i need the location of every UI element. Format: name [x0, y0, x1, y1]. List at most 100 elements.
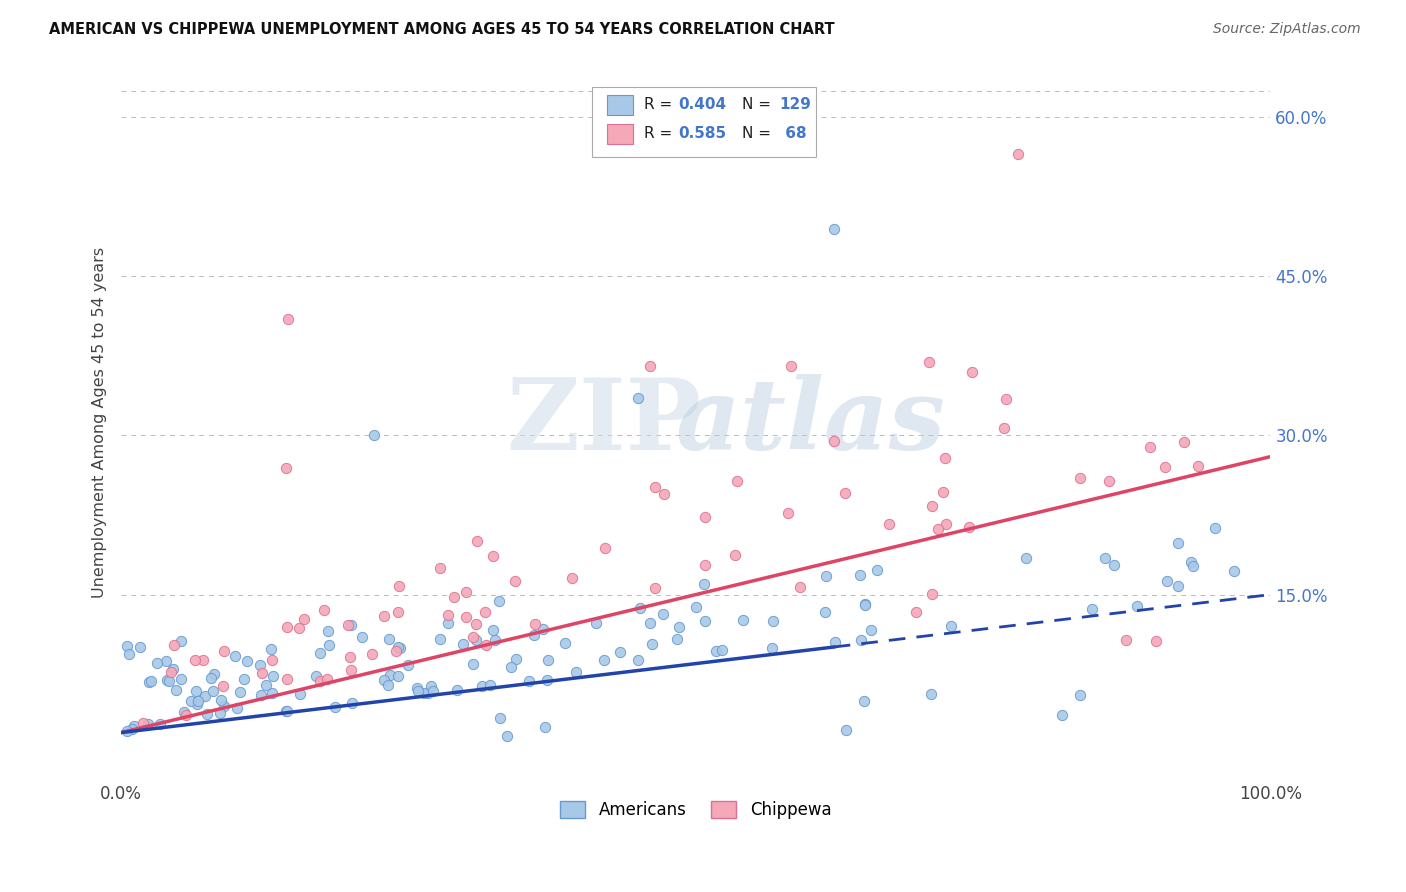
Point [184, 653, 207, 667]
Point [214, 698, 236, 713]
Point [202, 667, 225, 681]
Point [224, 648, 246, 663]
Point [960, 365, 983, 379]
Point [454, 584, 477, 599]
Point [413, 686, 436, 700]
Point [288, 687, 311, 701]
Point [429, 632, 451, 646]
Point [918, 355, 941, 369]
Point [1015, 550, 1038, 565]
Text: Source: ZipAtlas.com: Source: ZipAtlas.com [1213, 22, 1361, 37]
Text: 68: 68 [780, 126, 806, 141]
Point [292, 612, 315, 626]
Point [652, 607, 675, 622]
Text: 129: 129 [780, 97, 811, 112]
Point [260, 652, 283, 666]
Point [644, 480, 666, 494]
Point [932, 485, 955, 500]
Point [384, 644, 406, 658]
Point [162, 662, 184, 676]
Point [1144, 633, 1167, 648]
Point [226, 701, 249, 715]
Point [121, 723, 143, 737]
Point [761, 641, 783, 656]
Point [262, 669, 284, 683]
Point [704, 643, 727, 657]
Point [422, 683, 444, 698]
Point [517, 673, 540, 688]
Point [461, 657, 484, 672]
Point [308, 673, 330, 688]
Point [149, 717, 172, 731]
Point [446, 683, 468, 698]
Point [115, 639, 138, 653]
Point [1069, 688, 1091, 702]
Point [1187, 458, 1209, 473]
Point [277, 311, 299, 326]
Point [309, 646, 332, 660]
Point [396, 657, 419, 672]
Point [1102, 558, 1125, 572]
Point [451, 637, 474, 651]
Point [186, 697, 208, 711]
Point [128, 640, 150, 654]
Point [1094, 550, 1116, 565]
Point [481, 549, 503, 563]
Point [531, 622, 554, 636]
Text: R =: R = [644, 97, 678, 112]
Point [350, 630, 373, 644]
Point [201, 684, 224, 698]
Point [692, 577, 714, 591]
Point [416, 686, 439, 700]
Point [823, 434, 845, 448]
Y-axis label: Unemployment Among Ages 45 to 54 years: Unemployment Among Ages 45 to 54 years [93, 246, 107, 598]
Point [443, 590, 465, 604]
Point [373, 673, 395, 687]
Point [474, 638, 496, 652]
Point [564, 665, 586, 680]
Text: N =: N = [742, 126, 776, 141]
FancyBboxPatch shape [607, 95, 633, 115]
Point [136, 717, 159, 731]
Point [194, 689, 217, 703]
Point [388, 579, 411, 593]
Point [186, 684, 208, 698]
Point [537, 653, 560, 667]
FancyBboxPatch shape [592, 87, 817, 157]
Point [163, 639, 186, 653]
Text: N =: N = [742, 97, 776, 112]
Point [173, 705, 195, 719]
Point [593, 541, 616, 555]
Point [195, 706, 218, 721]
Point [378, 668, 401, 682]
Point [437, 607, 460, 622]
Point [725, 474, 748, 488]
Point [626, 653, 648, 667]
Point [373, 608, 395, 623]
Point [957, 520, 980, 534]
Point [315, 672, 337, 686]
Point [815, 569, 838, 583]
Point [823, 221, 845, 235]
Text: atlas: atlas [676, 374, 946, 470]
Point [160, 665, 183, 679]
Point [1050, 708, 1073, 723]
Point [1126, 599, 1149, 613]
Point [665, 632, 688, 647]
Point [921, 587, 943, 601]
Point [318, 638, 340, 652]
Point [180, 694, 202, 708]
Point [274, 704, 297, 718]
Point [1139, 441, 1161, 455]
Point [454, 610, 477, 624]
Point [561, 571, 583, 585]
Point [849, 567, 872, 582]
Point [387, 640, 409, 654]
Point [638, 359, 661, 374]
Point [437, 615, 460, 630]
Point [465, 533, 488, 548]
Point [877, 517, 900, 532]
Point [993, 421, 1015, 435]
Point [408, 683, 430, 698]
Point [1167, 536, 1189, 550]
